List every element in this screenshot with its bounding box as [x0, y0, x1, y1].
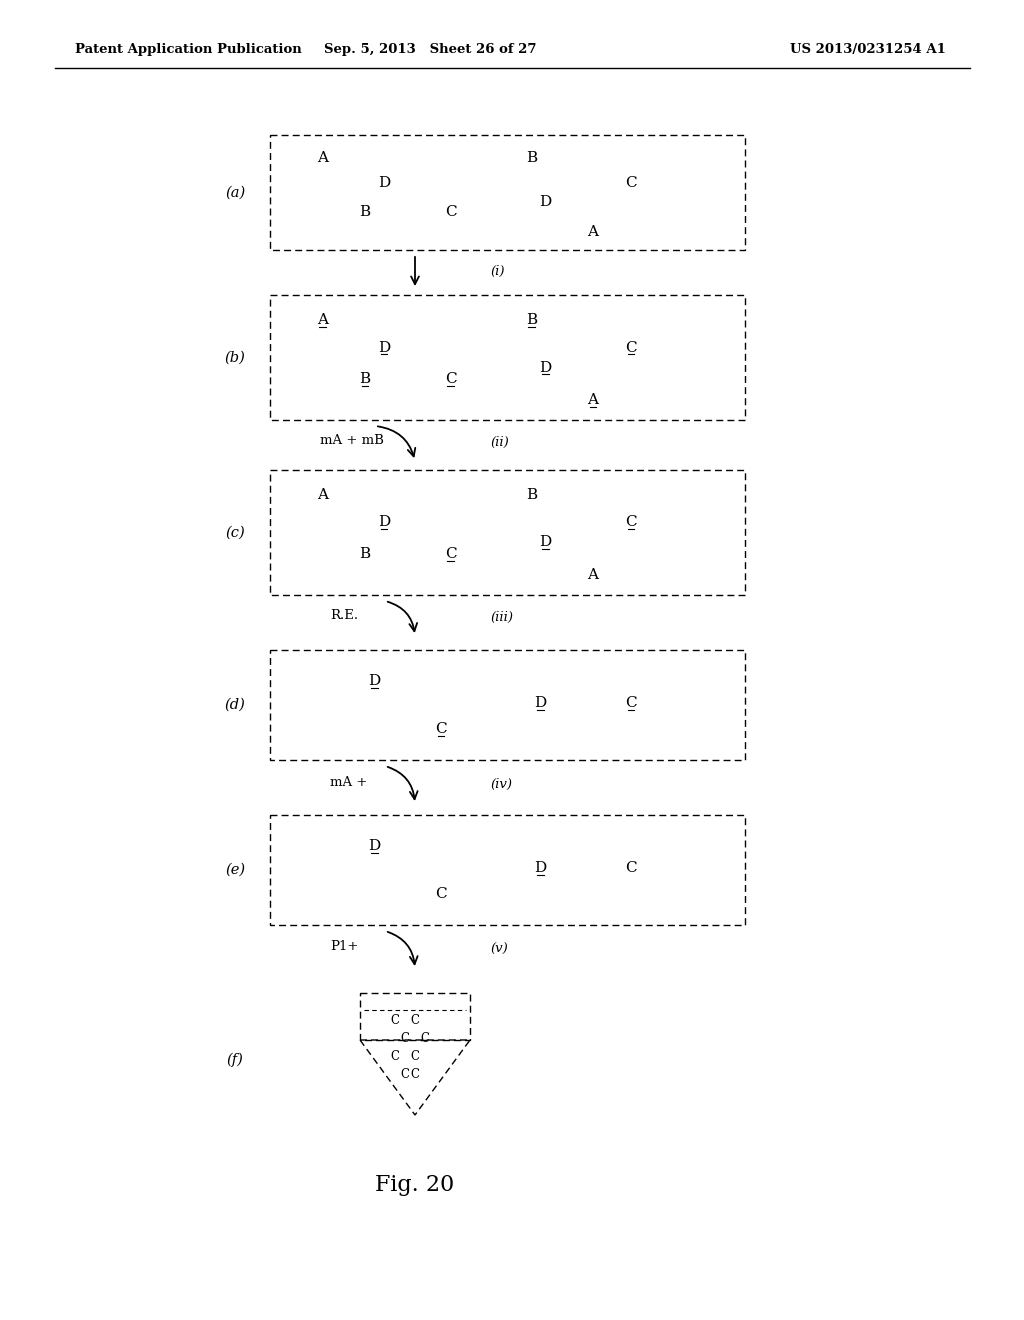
Text: B: B [359, 205, 371, 219]
Text: (d): (d) [224, 698, 246, 711]
Text: B: B [525, 313, 537, 327]
Text: A: A [588, 393, 598, 407]
Text: Patent Application Publication: Patent Application Publication [75, 44, 302, 57]
Text: (v): (v) [490, 942, 508, 956]
Text: B: B [359, 372, 371, 385]
Text: (i): (i) [490, 265, 505, 279]
Text: C: C [626, 696, 637, 710]
Text: D: D [535, 861, 547, 875]
Text: C: C [435, 887, 446, 902]
Text: (iv): (iv) [490, 777, 512, 791]
Text: C: C [400, 1031, 410, 1044]
Text: US 2013/0231254 A1: US 2013/0231254 A1 [790, 44, 946, 57]
Text: C: C [411, 1068, 420, 1081]
Text: C: C [626, 177, 637, 190]
Text: A: A [316, 488, 328, 502]
Text: B: B [359, 546, 371, 561]
Text: C: C [400, 1068, 410, 1081]
Text: C: C [626, 861, 637, 875]
Text: A: A [588, 568, 598, 582]
Text: C: C [411, 1051, 420, 1064]
Text: P1+: P1+ [330, 940, 358, 953]
Text: C: C [626, 341, 637, 355]
Text: D: D [535, 696, 547, 710]
Text: C: C [421, 1031, 429, 1044]
Text: C: C [444, 546, 457, 561]
Text: C: C [390, 1014, 399, 1027]
Text: D: D [378, 177, 390, 190]
Text: Sep. 5, 2013   Sheet 26 of 27: Sep. 5, 2013 Sheet 26 of 27 [324, 44, 537, 57]
Text: D: D [540, 360, 552, 375]
Text: C: C [411, 1014, 420, 1027]
Text: (f): (f) [226, 1053, 244, 1067]
Text: D: D [540, 536, 552, 549]
Text: D: D [369, 838, 381, 853]
Text: D: D [378, 341, 390, 355]
Text: C: C [444, 205, 457, 219]
Text: Fig. 20: Fig. 20 [376, 1173, 455, 1196]
Text: C: C [435, 722, 446, 737]
Text: C: C [626, 516, 637, 529]
Text: (a): (a) [225, 186, 245, 199]
Text: D: D [369, 673, 381, 688]
Text: B: B [525, 150, 537, 165]
Text: A: A [316, 313, 328, 327]
Text: (ii): (ii) [490, 436, 509, 449]
Text: A: A [316, 150, 328, 165]
Text: C: C [390, 1051, 399, 1064]
Text: (b): (b) [224, 351, 246, 364]
Text: (e): (e) [225, 863, 245, 876]
Text: (iii): (iii) [490, 611, 513, 624]
Text: R.E.: R.E. [330, 609, 358, 622]
Text: D: D [378, 516, 390, 529]
Text: D: D [540, 195, 552, 209]
Text: (c): (c) [225, 525, 245, 540]
Text: B: B [525, 488, 537, 502]
Text: mA +: mA + [330, 776, 368, 788]
Text: mA + mB: mA + mB [319, 434, 384, 447]
Text: C: C [444, 372, 457, 385]
Text: A: A [588, 224, 598, 239]
